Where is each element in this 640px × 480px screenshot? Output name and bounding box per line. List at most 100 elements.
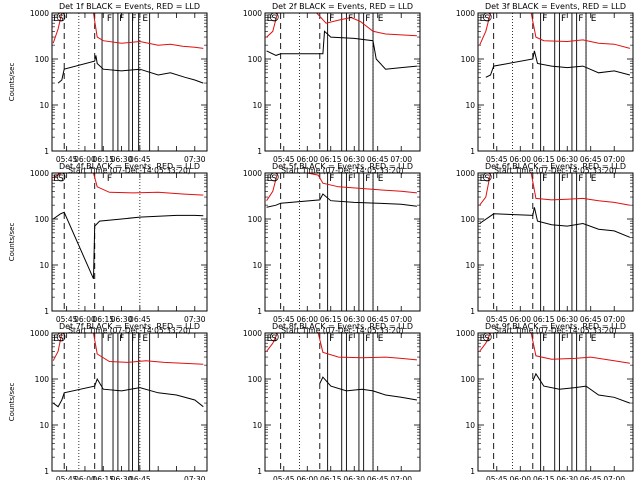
region-label: F bbox=[561, 334, 566, 344]
x-tick-label: 06:00 bbox=[296, 155, 318, 164]
y-tick-label: 1 bbox=[44, 307, 49, 316]
y-axis-label: Counts/sec bbox=[8, 383, 16, 422]
plot-frame bbox=[477, 332, 634, 472]
x-tick-label: 06:15 bbox=[533, 155, 555, 164]
plot-area: 1 10 100 1000 05:45 06:00 06:15 06:30 06:45 07:00… bbox=[243, 9, 421, 164]
x-tick-label: 06:45 bbox=[580, 155, 602, 164]
chart-panel-8: 1 10 100 1000 05:45 06:00 06:15 06:30 06:45 07:00… bbox=[243, 322, 421, 480]
x-axis-label: Start Time (07-Dec-14 05:33:20) bbox=[68, 326, 190, 335]
y-tick-label: 1000 bbox=[243, 9, 262, 18]
chart-panel-6: 1 10 100 1000 05:45 06:00 06:15 06:30 06:45 07:00… bbox=[456, 162, 634, 335]
y-tick-label: 1 bbox=[470, 307, 475, 316]
y-tick-label: 100 bbox=[461, 375, 476, 384]
region-label: F bbox=[578, 334, 583, 344]
x-tick-label: 06:15 bbox=[92, 315, 114, 324]
region-label: F bbox=[119, 14, 124, 24]
x-tick-label: 06:00 bbox=[74, 315, 96, 324]
series-line-lld bbox=[52, 172, 204, 196]
plot-area: 1 10 100 1000 05:45 06:00 06:15 06:30 06:45 07:00… bbox=[456, 329, 634, 480]
plot-frame bbox=[51, 12, 208, 152]
x-tick-label: 06:30 bbox=[556, 315, 578, 324]
region-label: S bbox=[271, 14, 277, 24]
x-tick-label: 07:00 bbox=[390, 315, 412, 324]
region-label: E bbox=[591, 334, 597, 344]
y-tick-label: 1000 bbox=[30, 9, 49, 18]
x-tick-label: 07:30 bbox=[184, 475, 206, 480]
plot-frame bbox=[477, 12, 634, 152]
x-tick-label: 06:00 bbox=[74, 475, 96, 480]
x-tick-label: 06:15 bbox=[320, 155, 342, 164]
x-tick-label: 06:30 bbox=[343, 315, 365, 324]
series-line-lld bbox=[479, 332, 630, 364]
y-tick-label: 10 bbox=[39, 261, 49, 270]
y-tick-label: 1 bbox=[44, 467, 49, 476]
x-tick-label: 07:00 bbox=[603, 155, 625, 164]
x-tick-label: 06:45 bbox=[367, 475, 389, 480]
series-line-events bbox=[485, 50, 631, 78]
region-label: E bbox=[378, 174, 384, 184]
x-tick-label: 05:45 bbox=[486, 475, 508, 480]
x-tick-label: 06:00 bbox=[509, 315, 531, 324]
plot-area: 1 10 100 1000 05:45 06:00 06:15 06:30 06:45 07:00… bbox=[243, 169, 421, 324]
chart-title: Det 3f BLACK = Events, RED = LLD bbox=[485, 2, 626, 11]
chart-title: Det 1f BLACK = Events, RED = LLD bbox=[59, 2, 200, 11]
chart-title: Det 8f BLACK = Events, RED = LLD bbox=[272, 322, 413, 331]
region-label: E bbox=[591, 174, 597, 184]
y-tick-label: 10 bbox=[252, 421, 262, 430]
chart-title: Det 4f BLACK = Events, RED = LLD bbox=[59, 162, 200, 171]
region-label: E bbox=[480, 14, 486, 24]
region-label: S bbox=[484, 14, 490, 24]
series-line-lld bbox=[479, 172, 630, 206]
plot-frame bbox=[51, 332, 208, 472]
series-line-events bbox=[532, 372, 631, 404]
region-label: E bbox=[267, 334, 273, 344]
chart-title: Det 5f BLACK = Events, RED = LLD bbox=[272, 162, 413, 171]
y-tick-label: 10 bbox=[39, 421, 49, 430]
series-line-lld bbox=[52, 12, 204, 49]
y-tick-label: 10 bbox=[39, 101, 49, 110]
y-tick-label: 10 bbox=[252, 101, 262, 110]
region-label: E bbox=[142, 334, 148, 344]
x-tick-label: 06:30 bbox=[111, 155, 133, 164]
x-tick-label: 06:45 bbox=[367, 155, 389, 164]
y-tick-label: 100 bbox=[248, 375, 263, 384]
region-label: E bbox=[53, 174, 59, 184]
x-tick-label: 06:45 bbox=[129, 315, 151, 324]
region-label: F bbox=[329, 14, 334, 24]
x-tick-label: 05:45 bbox=[486, 315, 508, 324]
region-label: F bbox=[365, 174, 370, 184]
chart-panel-2: 1 10 100 1000 05:45 06:00 06:15 06:30 06:45 07:00… bbox=[243, 2, 421, 175]
region-label: E bbox=[267, 174, 273, 184]
y-axis-label: Counts/sec bbox=[8, 223, 16, 262]
x-axis-label: Start Time (07-Dec-14 05:33:20) bbox=[281, 326, 403, 335]
y-tick-label: 10 bbox=[465, 421, 475, 430]
plot-area: 1 10 100 1000 05:45 06:00 06:15 06:30 06:45 07:00… bbox=[456, 9, 634, 164]
region-label: F bbox=[107, 14, 112, 24]
series-line-lld bbox=[52, 332, 204, 365]
y-tick-label: 1000 bbox=[456, 329, 475, 338]
y-tick-label: 1 bbox=[470, 467, 475, 476]
x-tick-label: 06:15 bbox=[320, 315, 342, 324]
x-tick-label: 06:00 bbox=[296, 475, 318, 480]
y-tick-label: 100 bbox=[35, 215, 50, 224]
region-label: S bbox=[58, 174, 64, 184]
chart-title: Det 9f BLACK = Events, RED = LLD bbox=[485, 322, 626, 331]
region-label: F bbox=[131, 334, 136, 344]
y-tick-label: 1000 bbox=[456, 169, 475, 178]
x-tick-label: 06:45 bbox=[367, 315, 389, 324]
y-tick-label: 1000 bbox=[30, 329, 49, 338]
region-label: S bbox=[484, 334, 490, 344]
x-tick-label: 06:30 bbox=[343, 155, 365, 164]
x-tick-label: 06:15 bbox=[320, 475, 342, 480]
region-label: F bbox=[578, 14, 583, 24]
x-tick-label: 06:45 bbox=[580, 315, 602, 324]
series-line-events bbox=[57, 55, 204, 84]
region-label: F bbox=[542, 14, 547, 24]
region-label: F bbox=[561, 174, 566, 184]
plot-area: 1 10 100 1000 05:45 06:00 06:15 06:30 06:45 07:00… bbox=[456, 169, 634, 324]
x-tick-label: 05:45 bbox=[486, 155, 508, 164]
